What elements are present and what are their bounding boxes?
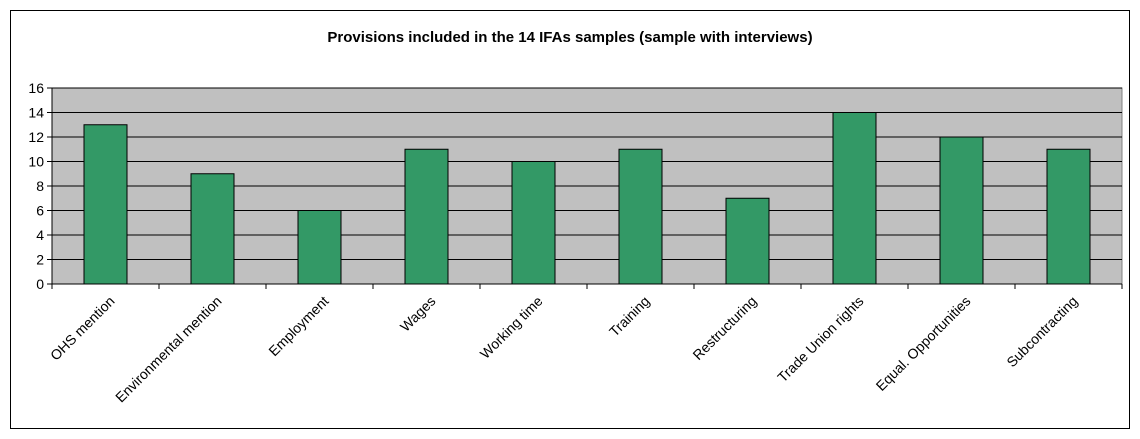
y-tick-label: 4	[36, 227, 44, 243]
y-tick-label: 10	[28, 154, 44, 170]
x-category-label: Trade Union rights	[774, 293, 866, 385]
bar	[939, 136, 984, 285]
y-tick-label: 6	[36, 203, 44, 219]
y-tick-label: 8	[36, 178, 44, 194]
x-category-label: OHS mention	[47, 293, 118, 364]
bar	[511, 161, 556, 285]
y-tick-label: 2	[36, 252, 44, 268]
bar	[83, 124, 128, 285]
bar	[725, 197, 770, 285]
y-tick-label: 12	[28, 129, 44, 145]
x-category-label: Subcontracting	[1003, 293, 1080, 370]
x-category-label: Environmental mention	[112, 293, 225, 406]
bar	[190, 173, 235, 285]
x-category-label: Employment	[265, 293, 331, 359]
x-category-label: Restructuring	[689, 293, 759, 363]
x-category-label: Equal. Opportunities	[873, 293, 974, 394]
bar	[1046, 148, 1091, 285]
bar	[832, 112, 877, 285]
bar	[618, 148, 663, 285]
x-category-label: Wages	[397, 293, 439, 335]
y-tick-label: 16	[28, 80, 44, 96]
bar	[404, 148, 449, 285]
y-tick-label: 14	[28, 105, 44, 121]
chart-title: Provisions included in the 14 IFAs sampl…	[327, 29, 813, 46]
bar	[297, 210, 342, 285]
y-tick-label: 0	[36, 276, 44, 292]
x-category-label: Training	[606, 293, 653, 340]
x-category-label: Working time	[477, 293, 546, 362]
